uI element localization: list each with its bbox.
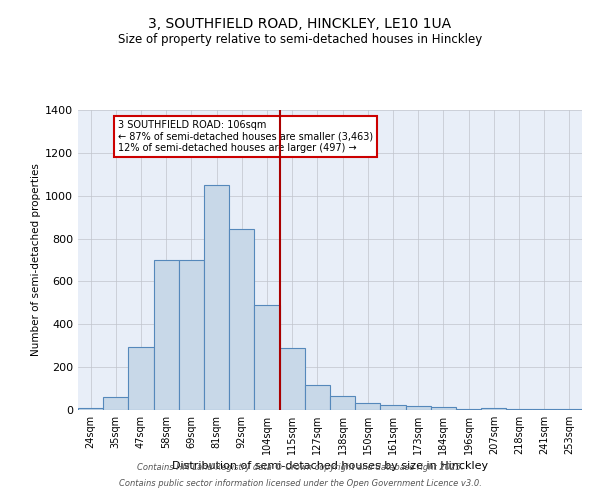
Text: Contains HM Land Registry data © Crown copyright and database right 2025.: Contains HM Land Registry data © Crown c… <box>137 464 463 472</box>
Bar <box>154 260 179 410</box>
Bar <box>229 229 254 410</box>
Bar <box>330 396 355 410</box>
Bar <box>179 260 204 410</box>
Bar <box>557 409 582 410</box>
Bar <box>280 348 305 410</box>
Y-axis label: Number of semi-detached properties: Number of semi-detached properties <box>31 164 41 356</box>
Bar <box>103 397 128 410</box>
Bar <box>532 409 557 410</box>
Bar <box>78 408 103 410</box>
X-axis label: Distribution of semi-detached houses by size in Hinckley: Distribution of semi-detached houses by … <box>172 461 488 471</box>
Bar <box>380 406 406 410</box>
Text: Size of property relative to semi-detached houses in Hinckley: Size of property relative to semi-detach… <box>118 32 482 46</box>
Text: Contains public sector information licensed under the Open Government Licence v3: Contains public sector information licen… <box>119 478 481 488</box>
Bar <box>456 409 481 410</box>
Bar <box>204 185 229 410</box>
Bar <box>506 409 532 410</box>
Text: 3 SOUTHFIELD ROAD: 106sqm
← 87% of semi-detached houses are smaller (3,463)
12% : 3 SOUTHFIELD ROAD: 106sqm ← 87% of semi-… <box>118 120 373 153</box>
Bar <box>431 408 456 410</box>
Text: 3, SOUTHFIELD ROAD, HINCKLEY, LE10 1UA: 3, SOUTHFIELD ROAD, HINCKLEY, LE10 1UA <box>148 18 452 32</box>
Bar <box>305 386 330 410</box>
Bar <box>481 408 506 410</box>
Bar <box>355 402 380 410</box>
Bar <box>128 347 154 410</box>
Bar <box>254 305 280 410</box>
Bar <box>406 406 431 410</box>
